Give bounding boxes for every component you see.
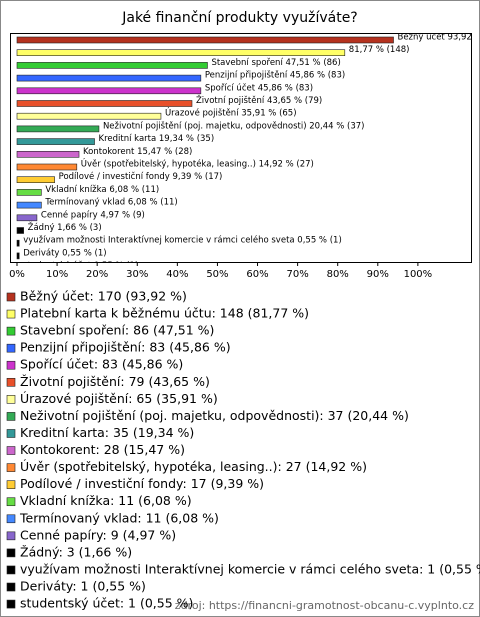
legend-label: Platební karta k běžnému účtu: 148 (81,7… [20,306,309,321]
legend-swatch [6,565,16,575]
value-label: Spořící účet 45,86 % (83) [205,82,313,93]
bar [16,36,394,44]
x-tick-label: 80% [327,269,349,280]
legend-swatch [6,446,16,455]
legend-label: Kreditní karta: 35 (19,34 %) [20,425,194,440]
legend-label: Spořící účet: 83 (45,86 %) [20,357,183,372]
bar [16,189,42,196]
x-tick-label: 20% [86,269,108,280]
legend-swatch [6,343,16,353]
bar [16,138,95,145]
legend-swatch [6,377,16,387]
x-tick-label: 50% [206,269,228,280]
value-label: Penzijní připojištění 45,86 % (83) [205,70,345,81]
legend-swatch [6,531,16,541]
legend-label: využívam možnosti Interaktívnej komercie… [20,561,480,576]
x-tick-label: 0% [9,269,25,280]
x-tick-label: 60% [246,269,268,280]
value-label: Neživotní pojištění (poj. majetku, odpov… [103,120,365,131]
legend-label: Běžný účet: 170 (93,92 %) [20,289,187,304]
x-tick-label: 100% [404,269,433,280]
bar [16,151,80,158]
bar [16,227,24,234]
bar [16,252,20,260]
x-tick-label: 30% [126,269,148,280]
bar [16,87,202,95]
legend-label: studentský účet: 1 (0,55 %) [20,596,193,611]
legend-swatch [6,548,16,558]
legend-label: Životní pojištění: 79 (43,65 %) [20,374,210,389]
value-label: Termínovaný vklad 6,08 % (11) [44,198,177,208]
legend-swatch [6,326,16,336]
bar [16,239,20,247]
legend-swatch [6,412,16,421]
bar [16,163,78,171]
bar [16,125,100,133]
value-label: Deriváty 0,55 % (1) [23,248,106,258]
legend-swatch [6,480,16,489]
value-label: studentský účet 0,55 % (1) [23,260,138,271]
value-label: Cenné papíry 4,97 % (9) [41,209,145,220]
value-label: Kontokorent 15,47 % (28) [83,147,192,157]
bar [16,201,42,209]
value-label: Úrazové pojištění 35,91 % (65) [165,107,297,119]
legend-swatch [6,463,16,472]
legend-label: Žádný: 3 (1,66 %) [20,544,132,559]
plot-area [10,33,472,263]
bar [16,100,193,107]
bar [16,74,202,82]
value-label: Podílové / investiční fondy 9,39 % (17) [59,171,223,182]
value-label: Žádný 1,66 % (3) [28,221,102,233]
bar [16,49,346,57]
legend-swatch [6,360,16,370]
legend-label: Cenné papíry: 9 (4,97 %) [20,527,176,542]
bar [16,112,162,120]
source: zdroj: https://financni-gramotnost-obcan… [175,599,474,612]
legend-swatch [6,514,16,524]
value-label: 81,77 % (148) [349,45,410,55]
legend-label: Neživotní pojištění (poj. majetku, odpov… [20,408,409,423]
value-label: Vkladní knížka 6,08 % (11) [45,185,159,195]
legend-label: Stavební spoření: 86 (47,51 %) [20,323,214,338]
x-tick-label: 90% [367,269,389,280]
value-label: Úvěr (spotřebitelský, hypotéka, leasing.… [81,158,314,170]
legend-label: Vkladní knížka: 11 (6,08 %) [20,493,192,508]
legend-swatch [6,582,16,592]
value-label: Stavební spoření 47,51 % (86) [211,58,340,68]
legend-swatch [6,497,16,507]
chart-title: Jaké finanční produkty využíváte? [121,10,358,26]
x-tick-label: 40% [166,269,188,280]
bars: Běžný účet 93,92 % (170) 81,77 % (148) Sta… [16,32,480,271]
legend-label: Podílové / investiční fondy: 17 (9,39 %) [20,476,264,491]
bar [16,214,38,222]
legend-label: Kontokorent: 28 (15,47 %) [20,442,185,457]
legend-label: Úrazové pojištění: 65 (35,91 %) [20,391,218,406]
legend-swatch [6,309,16,319]
value-label: Běžný účet 93,92 % (170) [398,32,480,43]
legend-swatch [6,429,16,438]
bar [16,176,55,183]
legend-swatch [6,395,16,404]
legend-swatch [6,292,16,302]
legend-swatch [6,599,16,609]
legend-label: Úvěr (spotřebitelský, hypotéka, leasing.… [20,459,367,474]
legend-label: Penzijní připojištění: 83 (45,86 %) [20,340,231,355]
x-tick-label: 70% [286,269,308,280]
value-label: Životní pojištění 43,65 % (79) [196,94,322,106]
value-label: Kreditní karta 19,34 % (35) [99,134,215,144]
legend-label: Termínovaný vklad: 11 (6,08 %) [19,510,219,525]
legend-label: Deriváty: 1 (0,55 %) [20,579,146,594]
value-label: využívam možnosti Interaktívnej komercie… [23,235,342,246]
bar [16,62,208,69]
x-tick-label: 10% [46,269,68,280]
